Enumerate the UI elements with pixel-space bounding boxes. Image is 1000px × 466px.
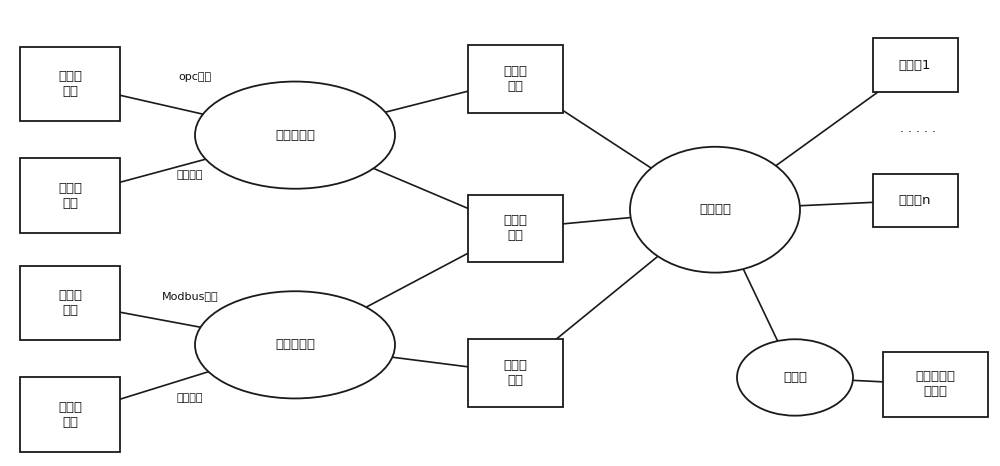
FancyBboxPatch shape bbox=[872, 174, 958, 227]
Text: 未保护
设备: 未保护 设备 bbox=[503, 359, 527, 387]
Text: 工业网络: 工业网络 bbox=[699, 203, 731, 216]
Text: 防火墙管理
服务器: 防火墙管理 服务器 bbox=[915, 370, 955, 398]
Text: 因特网: 因特网 bbox=[783, 371, 807, 384]
Ellipse shape bbox=[737, 339, 853, 416]
Text: opc通信: opc通信 bbox=[178, 72, 212, 82]
Text: Modbus通信: Modbus通信 bbox=[162, 291, 218, 301]
FancyBboxPatch shape bbox=[20, 158, 120, 233]
Text: 被保护
设备: 被保护 设备 bbox=[58, 401, 82, 429]
Text: 防火墙
设备: 防火墙 设备 bbox=[503, 65, 527, 93]
Text: 其他协议: 其他协议 bbox=[177, 393, 203, 404]
FancyBboxPatch shape bbox=[468, 339, 562, 406]
FancyBboxPatch shape bbox=[20, 377, 120, 452]
FancyBboxPatch shape bbox=[883, 352, 988, 417]
FancyBboxPatch shape bbox=[20, 47, 120, 121]
Text: 被保护
设备: 被保护 设备 bbox=[58, 289, 82, 317]
Text: 防火墙
设备: 防火墙 设备 bbox=[503, 214, 527, 242]
Text: 被保护
设备: 被保护 设备 bbox=[58, 182, 82, 210]
Ellipse shape bbox=[195, 291, 395, 398]
Text: 工作站n: 工作站n bbox=[899, 194, 931, 207]
Text: 被保护网段: 被保护网段 bbox=[275, 338, 315, 351]
Text: 其他协议: 其他协议 bbox=[177, 170, 203, 180]
Text: 被保护网段: 被保护网段 bbox=[275, 129, 315, 142]
FancyBboxPatch shape bbox=[20, 266, 120, 340]
Ellipse shape bbox=[195, 82, 395, 189]
Text: · · · · ·: · · · · · bbox=[900, 126, 936, 139]
Text: 被保护
设备: 被保护 设备 bbox=[58, 70, 82, 98]
Ellipse shape bbox=[630, 147, 800, 273]
FancyBboxPatch shape bbox=[872, 39, 958, 92]
FancyBboxPatch shape bbox=[468, 195, 562, 262]
Text: 工作站1: 工作站1 bbox=[899, 59, 931, 72]
FancyBboxPatch shape bbox=[468, 46, 562, 113]
